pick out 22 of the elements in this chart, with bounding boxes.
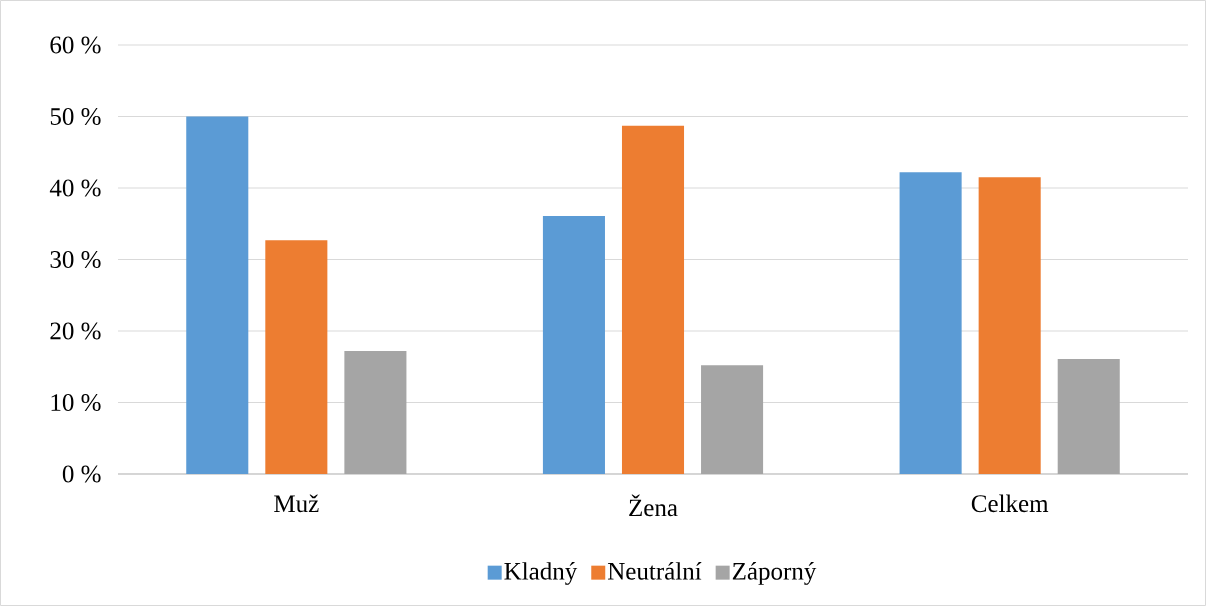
bar	[978, 177, 1041, 474]
y-tick-label: 0 %	[62, 465, 101, 483]
bar	[542, 215, 605, 474]
bar	[265, 240, 328, 474]
y-tick-label: 60 %	[50, 36, 101, 54]
y-tick-label: 30 %	[50, 251, 101, 268]
y-tick-label: 20 %	[50, 322, 101, 340]
bar	[1057, 358, 1120, 474]
legend-label: Záporný	[732, 562, 817, 585]
bar	[899, 172, 962, 474]
x-tick-label: Žena	[629, 494, 678, 517]
y-tick-label: 40 %	[49, 179, 101, 197]
x-tick-label: Celkem	[971, 494, 1049, 513]
bar	[621, 125, 685, 474]
x-tick-label: Muž	[274, 494, 319, 513]
legend-label: Neutrální	[607, 562, 702, 580]
legend-label: Kladný	[504, 562, 578, 585]
bar	[344, 351, 407, 474]
bar	[701, 365, 764, 474]
y-tick-label: 10 %	[51, 394, 101, 411]
bar	[186, 116, 249, 474]
y-tick-label: 50 %	[50, 108, 101, 125]
